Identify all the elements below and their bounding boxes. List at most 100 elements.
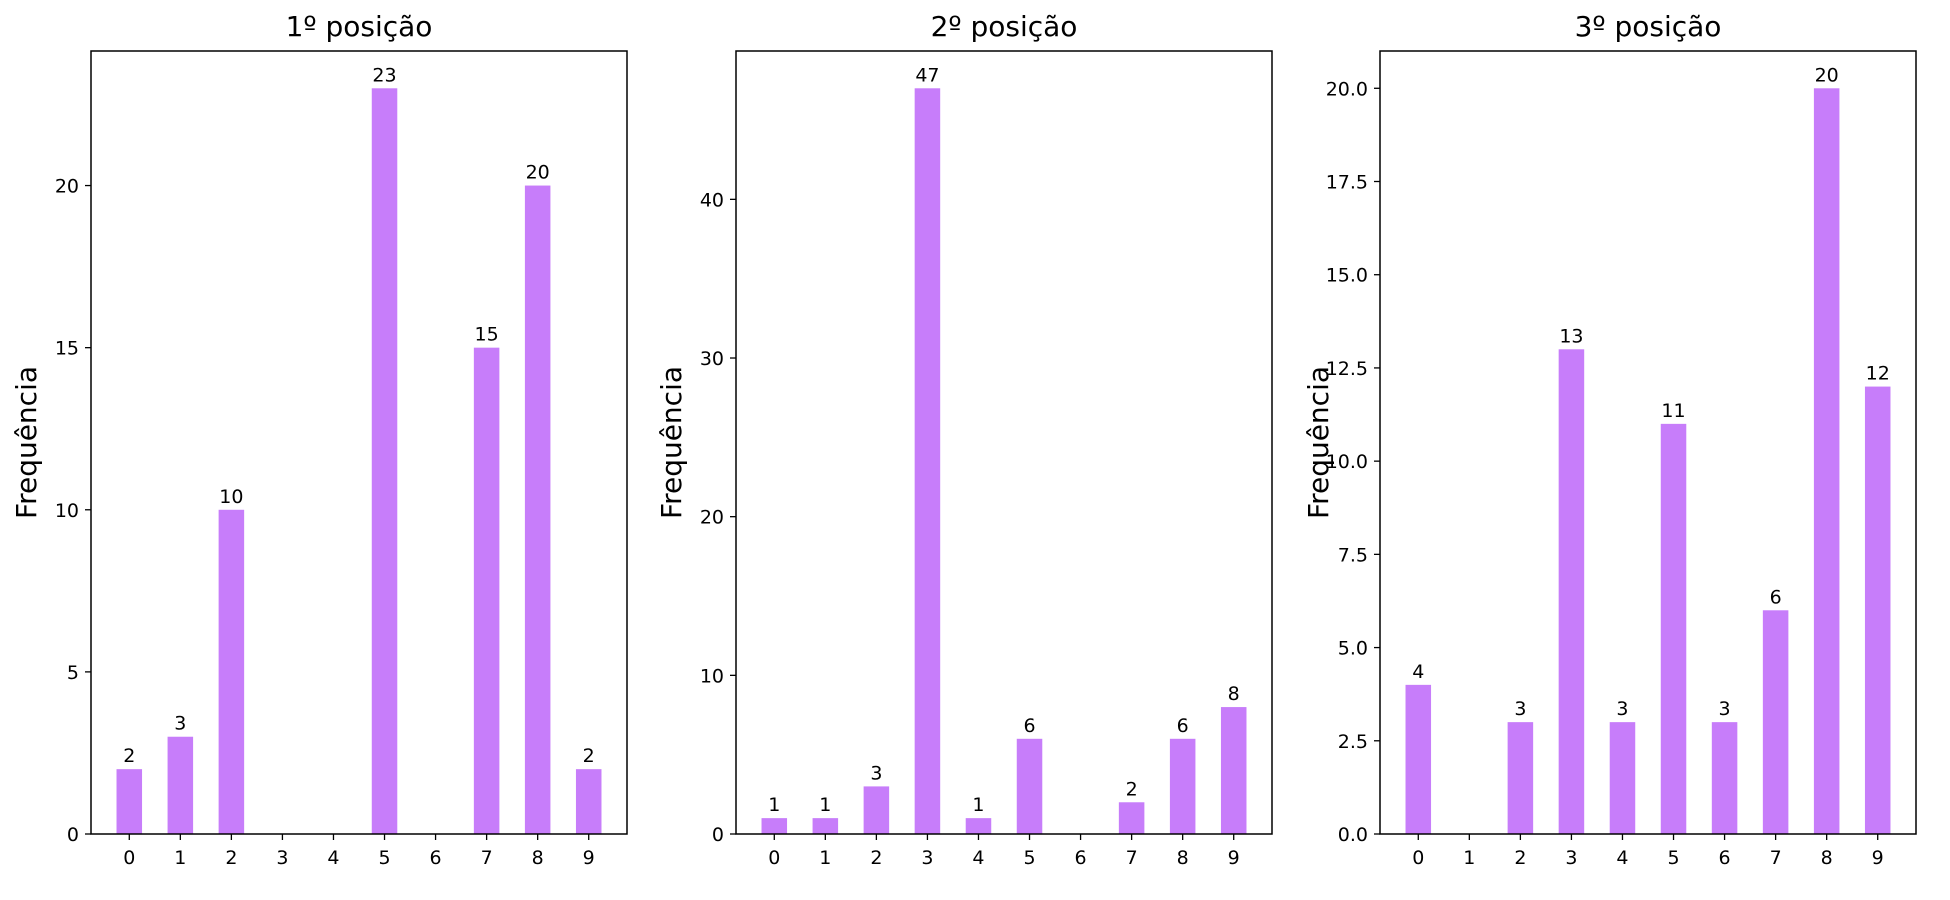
chart-title: 2º posição [931, 10, 1078, 43]
y-tick-label: 10 [700, 665, 724, 687]
value-label: 12 [1866, 363, 1890, 385]
bar-3 [1558, 349, 1585, 834]
value-label: 2 [123, 745, 135, 767]
value-label: 10 [219, 486, 243, 508]
x-tick-label: 2 [225, 847, 237, 869]
value-label: 1 [768, 794, 780, 816]
x-tick-label: 5 [1023, 847, 1035, 869]
x-tick-label: 9 [1872, 847, 1884, 869]
bar-0 [1405, 684, 1432, 834]
x-tick-label: 6 [1075, 847, 1087, 869]
value-label: 23 [372, 64, 396, 86]
x-tick-label: 0 [768, 847, 780, 869]
x-tick-label: 9 [583, 847, 595, 869]
y-axis-label: Frequência [10, 366, 43, 519]
y-tick-label: 40 [700, 189, 724, 211]
y-tick-label: 17.5 [1326, 172, 1368, 194]
y-tick-label: 5.0 [1338, 638, 1368, 660]
y-tick-label: 20.0 [1326, 78, 1368, 100]
bar-7 [1762, 610, 1789, 834]
x-tick-label: 1 [819, 847, 831, 869]
x-tick-label: 4 [327, 847, 339, 869]
x-tick-label: 3 [921, 847, 933, 869]
x-tick-label: 7 [481, 847, 493, 869]
x-tick-label: 2 [1514, 847, 1526, 869]
bar-2 [1507, 722, 1534, 834]
value-label: 8 [1228, 683, 1240, 705]
bar-7 [1118, 802, 1145, 834]
axes-frame [1379, 50, 1917, 835]
x-tick-label: 4 [972, 847, 984, 869]
y-tick-label: 10 [55, 500, 79, 522]
bar-2 [218, 509, 245, 834]
bar-6 [1711, 722, 1738, 834]
value-label: 13 [1559, 325, 1583, 347]
x-tick-label: 0 [1412, 847, 1424, 869]
y-tick-label: 15.0 [1326, 265, 1368, 287]
value-label: 2 [1126, 778, 1138, 800]
x-tick-label: 4 [1616, 847, 1628, 869]
x-tick-label: 3 [1565, 847, 1577, 869]
x-tick-label: 0 [123, 847, 135, 869]
y-tick-label: 20 [55, 176, 79, 198]
value-label: 3 [174, 713, 186, 735]
x-tick-label: 8 [1821, 847, 1833, 869]
value-label: 4 [1412, 661, 1424, 683]
x-tick-label: 6 [1719, 847, 1731, 869]
x-tick-label: 8 [1177, 847, 1189, 869]
bar-8 [1169, 738, 1196, 834]
bar-7 [473, 347, 500, 834]
y-axis-label: Frequência [655, 366, 688, 519]
y-tick-label: 12.5 [1326, 358, 1368, 380]
bar-0 [116, 769, 143, 834]
y-tick-label: 2.5 [1338, 731, 1368, 753]
bar-9 [575, 769, 602, 834]
y-tick-label: 0.0 [1338, 824, 1368, 846]
bar-5 [1016, 738, 1043, 834]
y-axis-label: Frequência [1302, 366, 1335, 519]
chart-panel-3: 40 1321333411536672081290.02.55.07.510.01… [1302, 10, 1917, 869]
bar-5 [371, 88, 398, 835]
value-label: 1 [819, 794, 831, 816]
value-label: 1 [972, 794, 984, 816]
bar-0 [761, 818, 788, 834]
value-label: 3 [1719, 698, 1731, 720]
y-tick-label: 15 [55, 338, 79, 360]
bar-1 [812, 818, 839, 834]
bar-2 [863, 786, 890, 834]
x-tick-label: 5 [378, 847, 390, 869]
value-label: 2 [583, 745, 595, 767]
bar-8 [524, 185, 551, 834]
x-tick-label: 1 [174, 847, 186, 869]
x-tick-label: 1 [1463, 847, 1475, 869]
x-tick-label: 3 [276, 847, 288, 869]
bar-1 [167, 736, 194, 834]
bar-8 [1813, 88, 1840, 835]
value-label: 6 [1023, 715, 1035, 737]
x-tick-label: 7 [1770, 847, 1782, 869]
axes-frame [90, 50, 628, 835]
bar-4 [1609, 722, 1636, 834]
y-tick-label: 20 [700, 507, 724, 529]
chart-title: 3º posição [1575, 10, 1722, 43]
bar-5 [1660, 423, 1687, 834]
x-tick-label: 7 [1126, 847, 1138, 869]
value-label: 6 [1770, 586, 1782, 608]
y-tick-label: 0 [67, 824, 79, 846]
x-tick-label: 6 [430, 847, 442, 869]
value-label: 15 [475, 324, 499, 346]
value-label: 20 [526, 162, 550, 184]
y-tick-label: 0 [712, 824, 724, 846]
bar-9 [1864, 386, 1891, 834]
value-label: 20 [1815, 64, 1839, 86]
value-label: 3 [1616, 698, 1628, 720]
bar-4 [965, 818, 992, 834]
value-label: 11 [1661, 400, 1685, 422]
x-tick-label: 5 [1667, 847, 1679, 869]
value-label: 3 [1514, 698, 1526, 720]
axes-frame [735, 50, 1273, 835]
y-tick-label: 7.5 [1338, 544, 1368, 566]
bar-9 [1220, 707, 1247, 834]
